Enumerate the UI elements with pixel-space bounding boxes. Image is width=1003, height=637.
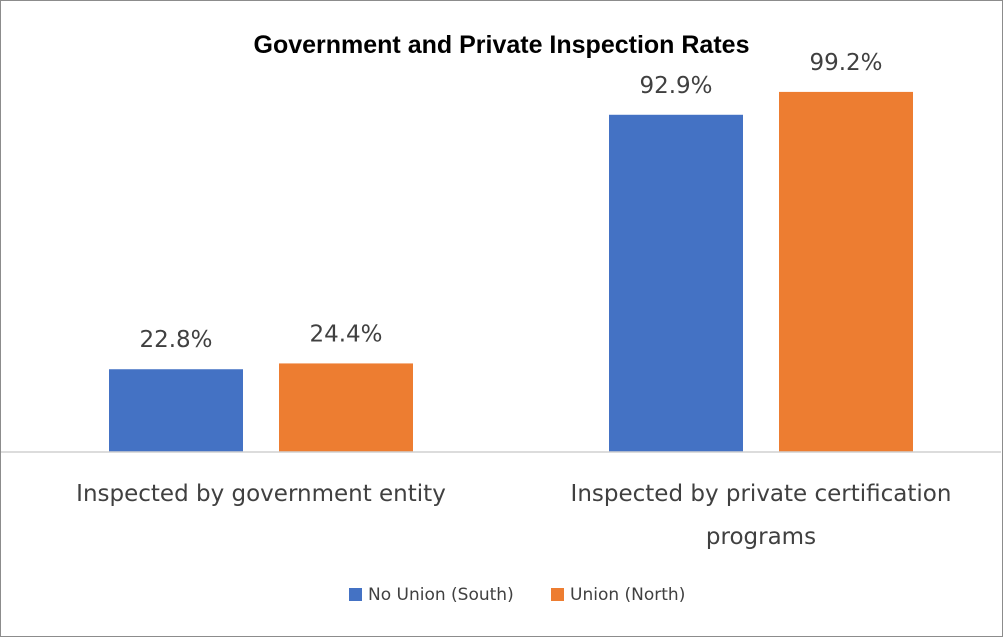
bar-no-union-government xyxy=(109,369,243,452)
data-label-union-government: 24.4% xyxy=(309,321,382,347)
bar-union-private xyxy=(779,91,913,453)
chart-title: Government and Private Inspection Rates xyxy=(253,31,750,59)
legend-swatch-no-union xyxy=(349,588,362,601)
data-label-no-union-private: 92.9% xyxy=(639,73,712,99)
category-label-private-line-2: programs xyxy=(706,524,816,550)
bar-union-government xyxy=(279,363,413,452)
bar-no-union-private xyxy=(609,114,743,452)
data-label-union-private: 99.2% xyxy=(809,50,882,76)
legend-swatch-union xyxy=(551,588,564,601)
data-label-no-union-government: 22.8% xyxy=(139,327,212,353)
legend-label-no-union: No Union (South) xyxy=(368,585,514,605)
category-label-government-line-1: Inspected by government entity xyxy=(76,481,446,507)
category-label-private-line-1: Inspected by private certification xyxy=(571,481,952,507)
legend-label-union: Union (North) xyxy=(570,585,685,605)
